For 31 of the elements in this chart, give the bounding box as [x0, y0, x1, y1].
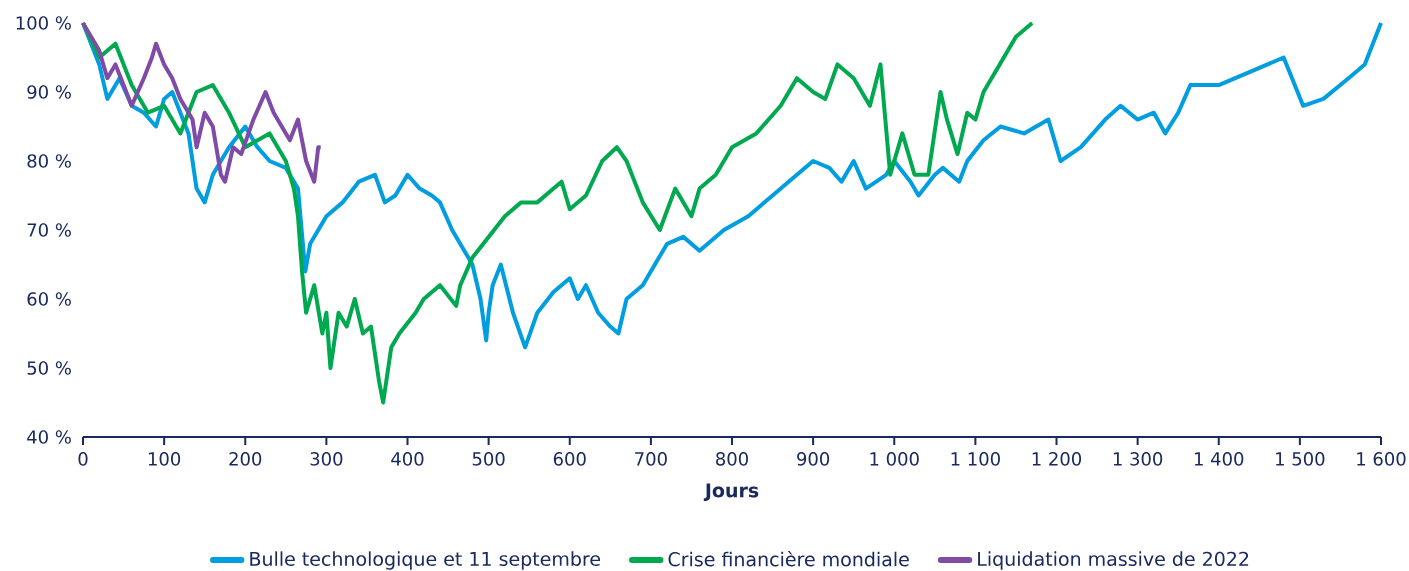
x-tick-label: 900 [797, 452, 830, 466]
y-tick-label: 60 % [27, 292, 71, 306]
x-tick-label: 300 [310, 452, 343, 466]
x-tick-label: 1 600 [1357, 452, 1406, 466]
x-axis-title: Jours [703, 483, 759, 502]
y-tick-label: 50 % [27, 361, 71, 375]
line-series [81, 21, 323, 184]
x-tick-label: 500 [472, 452, 505, 466]
x-tick-label: 1 300 [1113, 452, 1163, 466]
x-tick-label: 200 [229, 452, 262, 466]
y-tick-label: 90 % [27, 85, 71, 99]
x-tick-label: 1 000 [870, 452, 919, 466]
y-tick-label: 70 % [27, 223, 71, 237]
x-tick-label: 800 [716, 452, 748, 466]
y-tick-label: 40 % [27, 430, 71, 444]
x-tick-label: 700 [635, 452, 667, 466]
x-tick-label: 1 100 [951, 452, 1000, 466]
x-tick-label: 0 [78, 452, 88, 466]
x-tick-label: 1 500 [1276, 452, 1325, 466]
y-tick-label: 100 % [16, 16, 71, 30]
legend-label: Liquidation massive de 2022 [978, 551, 1249, 570]
line-series [81, 21, 1383, 350]
x-tick-label: 1 400 [1194, 452, 1244, 466]
x-tick-label: 400 [391, 452, 424, 466]
x-tick-label: 600 [553, 452, 586, 466]
line-series [81, 21, 1035, 405]
x-tick-label: 100 [148, 452, 181, 466]
legend-label: Crise financière mondiale [668, 550, 909, 567]
y-tick-label: 80 % [27, 154, 71, 168]
x-tick-label: 1 200 [1032, 452, 1082, 466]
legend-label: Bulle technologique et 11 septembre [250, 551, 601, 570]
